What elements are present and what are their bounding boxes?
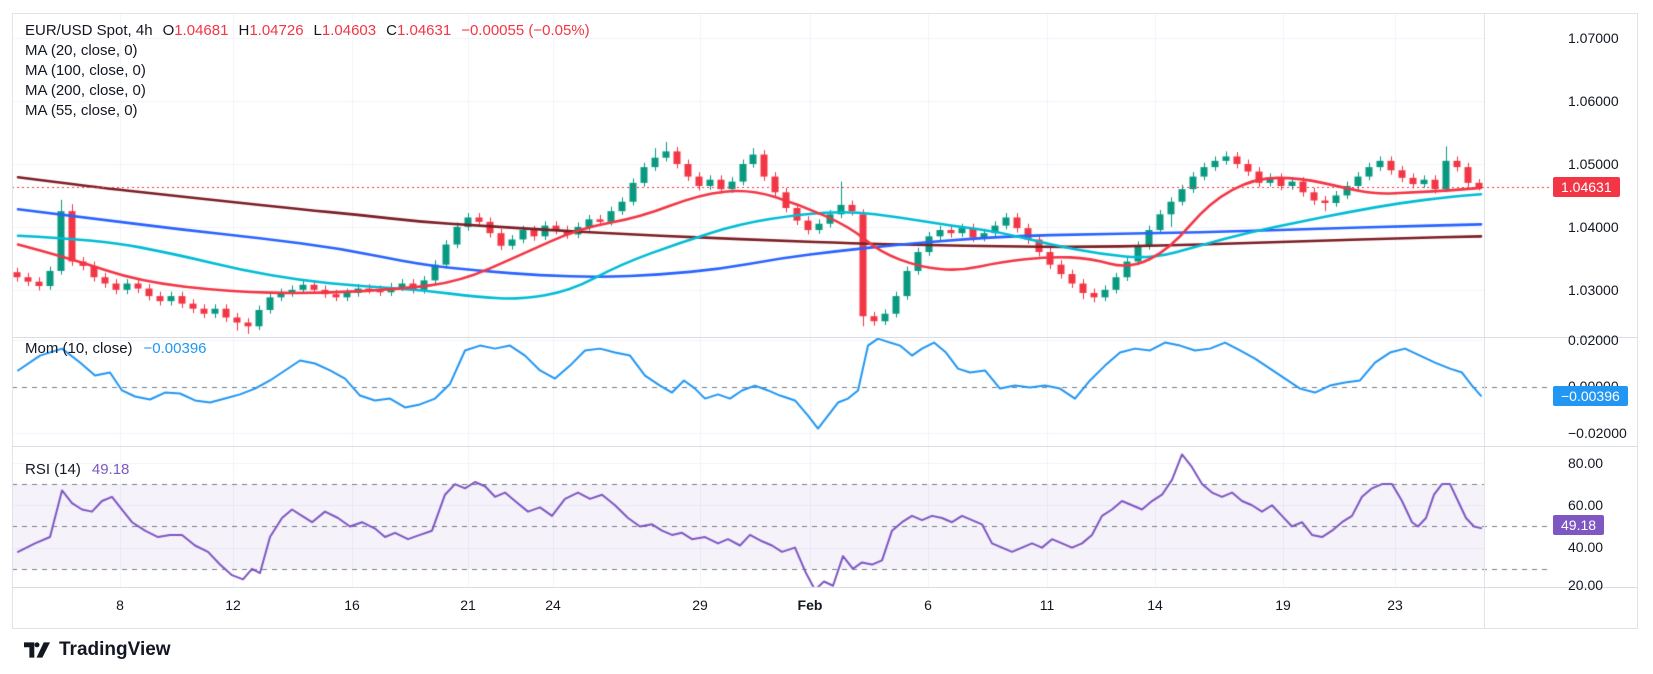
price-axis-label: 1.06000: [1568, 93, 1619, 109]
price-axis-separator: [1484, 13, 1485, 628]
legend-ma-55[interactable]: MA (55, close, 0): [25, 102, 138, 119]
time-axis-label: 12: [225, 597, 241, 613]
panel-separator-main-mom[interactable]: [12, 337, 1637, 338]
time-axis-label: 16: [344, 597, 360, 613]
price-axis-label: 40.00: [1568, 539, 1604, 555]
change-value: −0.00055 (−0.05%): [461, 22, 590, 39]
legend-ma-20[interactable]: MA (20, close, 0): [25, 42, 138, 59]
symbol-title[interactable]: EUR/USD Spot, 4h: [25, 22, 153, 39]
legend-ma-100[interactable]: MA (100, close, 0): [25, 62, 146, 79]
rsi-legend-label: RSI (14): [25, 461, 81, 478]
rsi-legend-value: 49.18: [91, 461, 130, 478]
time-axis-label: 21: [460, 597, 476, 613]
momentum-legend-label: Mom (10, close): [25, 340, 133, 357]
momentum-legend[interactable]: Mom (10, close) −0.00396: [25, 339, 207, 359]
price-axis[interactable]: 1.07000 1.06000 1.05000 1.04000 1.03000 0.020…: [1485, 13, 1637, 627]
ohlc-open: O1.04681: [162, 22, 229, 39]
price-axis-label: 60.00: [1568, 497, 1604, 513]
time-axis-label: 19: [1275, 597, 1291, 613]
price-axis-label: 1.05000: [1568, 156, 1619, 172]
time-axis-label: 8: [116, 597, 124, 613]
rsi-legend[interactable]: RSI (14) 49.18: [25, 460, 129, 480]
last-price-badge: 1.04631: [1553, 177, 1620, 197]
price-axis-label: 1.03000: [1568, 282, 1619, 298]
time-axis-label: 11: [1039, 597, 1055, 613]
price-axis-label: −0.02000: [1568, 425, 1627, 441]
price-axis-label: 20.00: [1568, 577, 1604, 593]
tradingview-logo-text: TradingView: [59, 639, 171, 660]
legend-ma-200[interactable]: MA (200, close, 0): [25, 82, 146, 99]
tradingview-logo-icon: [24, 642, 50, 658]
time-axis-label: 14: [1147, 597, 1163, 613]
panel-separator-rsi-time: [12, 587, 1637, 588]
price-axis-label: 1.07000: [1568, 30, 1619, 46]
rsi-value-badge: 49.18: [1553, 515, 1605, 535]
ohlc-close: C1.04631: [386, 22, 452, 39]
ohlc-low: L1.04603: [313, 22, 377, 39]
momentum-value-badge: −0.00396: [1553, 386, 1628, 406]
time-axis[interactable]: 8 12 16 21 24 29 Feb 6 11 14 19 23: [12, 593, 1484, 621]
time-axis-label: 29: [692, 597, 708, 613]
panel-separator-mom-rsi[interactable]: [12, 446, 1637, 447]
time-axis-label: 23: [1387, 597, 1403, 613]
price-axis-label: 1.04000: [1568, 219, 1619, 235]
time-axis-label: 24: [545, 597, 561, 613]
price-axis-label: 80.00: [1568, 455, 1604, 471]
price-axis-label: 0.02000: [1568, 332, 1619, 348]
momentum-legend-value: −0.00396: [143, 340, 207, 357]
time-axis-label: Feb: [797, 597, 823, 613]
tradingview-attribution[interactable]: TradingView: [24, 639, 171, 661]
ohlc-high: H1.04726: [238, 22, 304, 39]
main-legend: EUR/USD Spot, 4h O1.04681 H1.04726 L1.04…: [25, 21, 590, 121]
time-axis-label: 6: [924, 597, 932, 613]
